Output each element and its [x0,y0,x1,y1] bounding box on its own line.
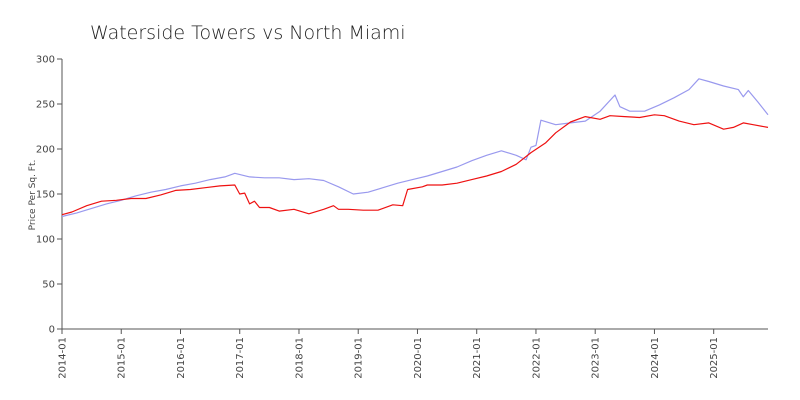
x-tick-label: 2022-01 [531,337,542,379]
chart-title: Waterside Towers vs North Miami [90,22,406,44]
y-tick-label: 300 [36,55,55,66]
x-tick-label: 2024-01 [650,337,661,379]
y-tick-label: 100 [36,235,55,246]
x-tick-label: 2023-01 [591,337,602,379]
x-tick-label: 2020-01 [413,337,424,379]
y-axis: 0 50 100 150 200 250 300 [36,55,63,336]
x-tick-label: 2019-01 [354,337,365,379]
series-line-2 [61,114,769,216]
x-tick-label: 2015-01 [117,337,128,379]
x-tick-label: 2025-01 [709,337,720,379]
series-line-1 [61,78,769,218]
x-tick-label: 2021-01 [472,337,483,379]
y-axis-label: Price Per Sq. Ft. [28,160,38,231]
x-tick-label: 2014-01 [58,337,69,379]
y-tick-label: 0 [49,325,55,336]
x-tick-label: 2017-01 [235,337,246,379]
x-tick-label: 2018-01 [294,337,305,379]
series-group [61,78,769,218]
x-tick-label: 2016-01 [176,337,187,379]
y-tick-label: 250 [36,100,55,111]
y-tick-label: 150 [36,190,55,201]
x-axis: 2014-01 2015-01 2016-01 2017-01 2018-01 2019-… [58,328,768,379]
y-tick-label: 200 [36,145,55,156]
y-tick-label: 50 [42,280,55,291]
